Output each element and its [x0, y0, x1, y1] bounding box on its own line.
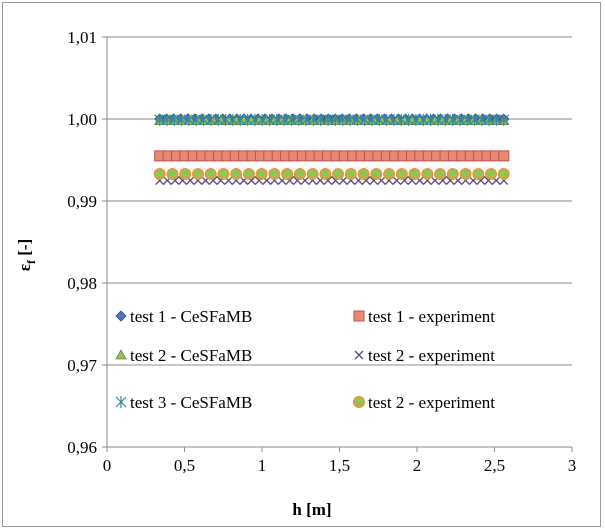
y-axis-label-suffix: [-]	[15, 239, 34, 260]
data-point	[497, 167, 510, 180]
y-tick-label: 0,96	[67, 438, 97, 457]
data-point	[344, 167, 357, 180]
data-point	[459, 167, 472, 180]
data-point	[467, 114, 479, 126]
axes	[102, 36, 573, 452]
legend-item: test 2 - experiment	[352, 393, 495, 412]
y-tick-labels: 0,96 0,97 0,98 0,99 1,00 1,01	[67, 28, 97, 457]
y-axis-label-sub: f	[24, 259, 38, 264]
data-point	[421, 167, 434, 180]
legend-marker	[353, 310, 365, 322]
data-point	[357, 167, 370, 180]
data-point	[230, 167, 243, 180]
data-point	[184, 114, 196, 126]
data-series	[153, 113, 510, 185]
data-point	[293, 167, 306, 180]
series-5	[154, 113, 510, 126]
legend-marker	[354, 350, 364, 360]
data-point	[446, 167, 459, 180]
data-point	[498, 150, 510, 162]
svg-text:εf [-]: εf [-]	[15, 239, 38, 272]
data-point	[166, 167, 179, 180]
data-point	[281, 167, 294, 180]
data-point	[268, 167, 281, 180]
legend-label: test 3 - CeSFaMB	[130, 393, 252, 412]
series-6	[153, 167, 510, 180]
data-point	[179, 167, 192, 180]
data-point	[306, 167, 319, 180]
x-axis-label: h [m]	[292, 500, 331, 519]
legend: test 1 - CeSFaMB test 1 - experiment test …	[115, 307, 495, 412]
legend-item: test 1 - CeSFaMB	[115, 307, 252, 326]
x-tick-label: 0	[103, 456, 112, 475]
legend-item: test 2 - experiment	[354, 346, 495, 365]
data-point	[242, 167, 255, 180]
grid-lines	[107, 36, 572, 366]
legend-marker	[115, 349, 127, 360]
series-2	[154, 150, 510, 162]
x-tick-label: 0,5	[174, 456, 195, 475]
data-point	[255, 167, 268, 180]
y-tick-label: 1,01	[67, 28, 97, 47]
y-tick-label: 0,99	[67, 192, 97, 211]
data-point	[498, 113, 510, 126]
data-point	[472, 167, 485, 180]
legend-label: test 1 - CeSFaMB	[130, 307, 252, 326]
legend-item: test 1 - experiment	[353, 307, 495, 326]
data-point	[191, 167, 204, 180]
data-point	[395, 167, 408, 180]
data-point	[217, 167, 230, 180]
data-point	[370, 167, 383, 180]
data-point	[204, 167, 217, 180]
data-point	[383, 167, 396, 180]
data-point	[153, 167, 166, 180]
legend-marker	[115, 310, 127, 322]
y-axis-label: εf [-]	[15, 239, 38, 272]
y-tick-label: 0,97	[67, 356, 97, 375]
legend-item: test 3 - CeSFaMB	[115, 393, 252, 412]
x-tick-label: 1,5	[329, 456, 350, 475]
x-tick-label: 2,5	[484, 456, 505, 475]
legend-label: test 2 - CeSFaMB	[130, 346, 252, 365]
y-axis-label-main: ε	[15, 264, 34, 271]
x-tick-label: 2	[413, 456, 422, 475]
data-point	[319, 167, 332, 180]
legend-item: test 2 - CeSFaMB	[115, 346, 252, 365]
legend-marker	[115, 396, 127, 408]
legend-marker	[352, 395, 365, 408]
legend-label: test 2 - experiment	[368, 393, 495, 412]
x-tick-label: 3	[568, 456, 577, 475]
y-tick-label: 0,98	[67, 274, 97, 293]
data-point	[485, 167, 498, 180]
legend-label: test 1 - experiment	[368, 307, 495, 326]
legend-label: test 2 - experiment	[368, 346, 495, 365]
y-tick-label: 1,00	[67, 110, 97, 129]
x-tick-label: 1	[258, 456, 267, 475]
x-tick-labels: 0 0,5 1 1,5 2 2,5 3	[103, 456, 577, 475]
data-point	[408, 167, 421, 180]
chart-frame	[2, 2, 601, 527]
data-point	[434, 167, 447, 180]
data-point	[332, 167, 345, 180]
